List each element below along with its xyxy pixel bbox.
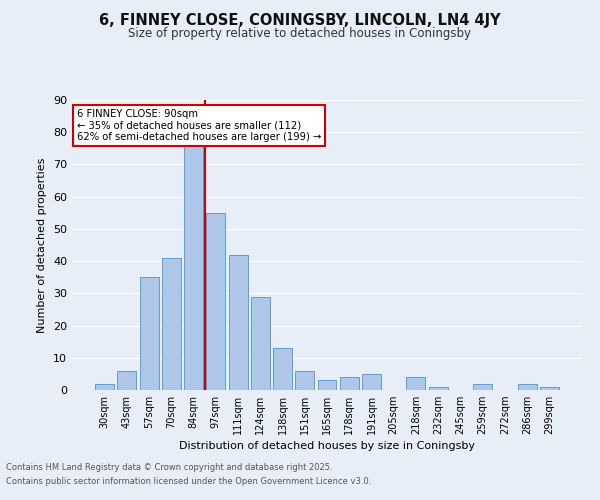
Bar [540, 387, 559, 390]
Text: 6 FINNEY CLOSE: 90sqm
← 35% of detached houses are smaller (112)
62% of semi-det: 6 FINNEY CLOSE: 90sqm ← 35% of detached … [77, 108, 322, 142]
Bar [473, 384, 492, 390]
Bar [229, 254, 248, 390]
Bar [162, 258, 181, 390]
Bar [317, 380, 337, 390]
Bar [251, 296, 270, 390]
Bar [140, 277, 158, 390]
X-axis label: Distribution of detached houses by size in Coningsby: Distribution of detached houses by size … [179, 442, 475, 452]
Bar [518, 384, 536, 390]
Y-axis label: Number of detached properties: Number of detached properties [37, 158, 47, 332]
Text: 6, FINNEY CLOSE, CONINGSBY, LINCOLN, LN4 4JY: 6, FINNEY CLOSE, CONINGSBY, LINCOLN, LN4… [99, 12, 501, 28]
Bar [340, 377, 359, 390]
Bar [406, 377, 425, 390]
Bar [295, 370, 314, 390]
Text: Contains public sector information licensed under the Open Government Licence v3: Contains public sector information licen… [6, 477, 371, 486]
Bar [95, 384, 114, 390]
Bar [118, 370, 136, 390]
Bar [362, 374, 381, 390]
Bar [273, 348, 292, 390]
Text: Contains HM Land Registry data © Crown copyright and database right 2025.: Contains HM Land Registry data © Crown c… [6, 464, 332, 472]
Bar [184, 145, 203, 390]
Bar [429, 387, 448, 390]
Bar [206, 213, 225, 390]
Text: Size of property relative to detached houses in Coningsby: Size of property relative to detached ho… [128, 28, 472, 40]
